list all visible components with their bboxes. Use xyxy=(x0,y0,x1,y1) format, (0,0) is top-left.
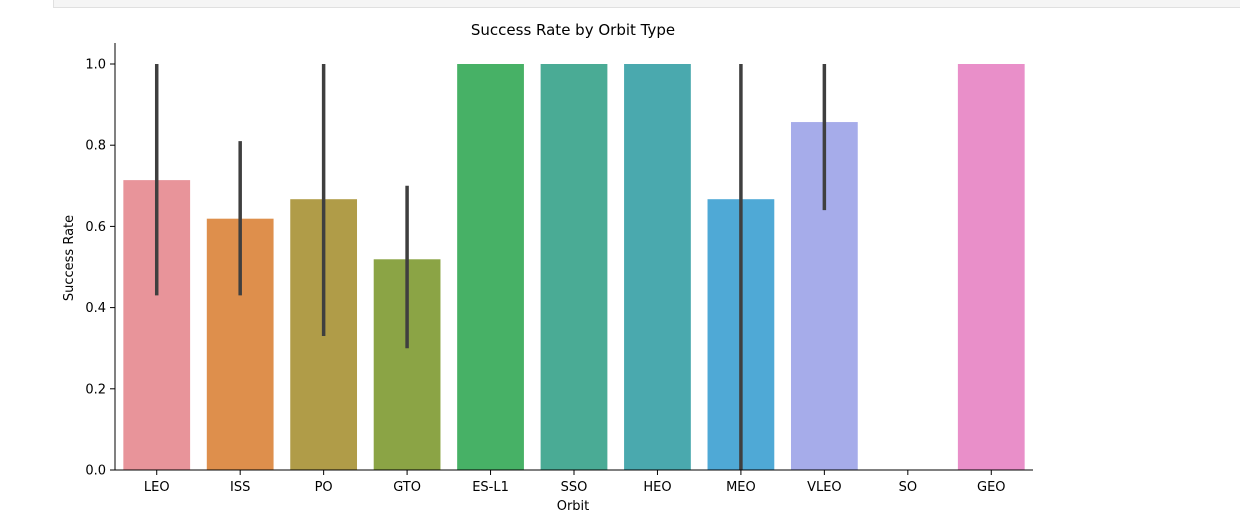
x-tick-label: LEO xyxy=(144,480,170,495)
y-axis-label: Success Rate xyxy=(62,215,77,301)
chart-title: Success Rate by Orbit Type xyxy=(471,21,675,39)
notebook-cell-border xyxy=(53,0,1240,8)
x-tick-label: HEO xyxy=(643,480,671,495)
x-tick-label: ES-L1 xyxy=(472,480,509,495)
x-tick-label: SO xyxy=(899,480,917,495)
x-axis-label: Orbit xyxy=(557,499,590,511)
x-tick-label: GTO xyxy=(393,480,421,495)
x-tick-label: MEO xyxy=(726,480,756,495)
y-tick-label: 0.8 xyxy=(85,139,106,154)
x-tick-label: GEO xyxy=(977,480,1006,495)
x-tick-label: PO xyxy=(315,480,333,495)
x-tick-label: ISS xyxy=(230,480,250,495)
bar-sso xyxy=(540,64,608,470)
plot-area: 0.0 0.2 0.4 0.6 0.8 1.0 LEO ISS PO GTO ES-L1 SSO HEO… xyxy=(85,43,1033,495)
bar-heo xyxy=(624,64,691,470)
y-tick-label: 0.2 xyxy=(85,382,106,397)
bar-es-l1 xyxy=(457,64,524,470)
bar-geo xyxy=(957,64,1025,470)
y-tick-label: 0.6 xyxy=(85,220,106,235)
y-tick-label: 0.4 xyxy=(85,301,106,316)
x-tick-label: VLEO xyxy=(807,480,842,495)
y-tick-label: 0.0 xyxy=(85,464,106,479)
y-tick-label: 1.0 xyxy=(85,58,106,73)
x-tick-label: SSO xyxy=(561,480,588,495)
